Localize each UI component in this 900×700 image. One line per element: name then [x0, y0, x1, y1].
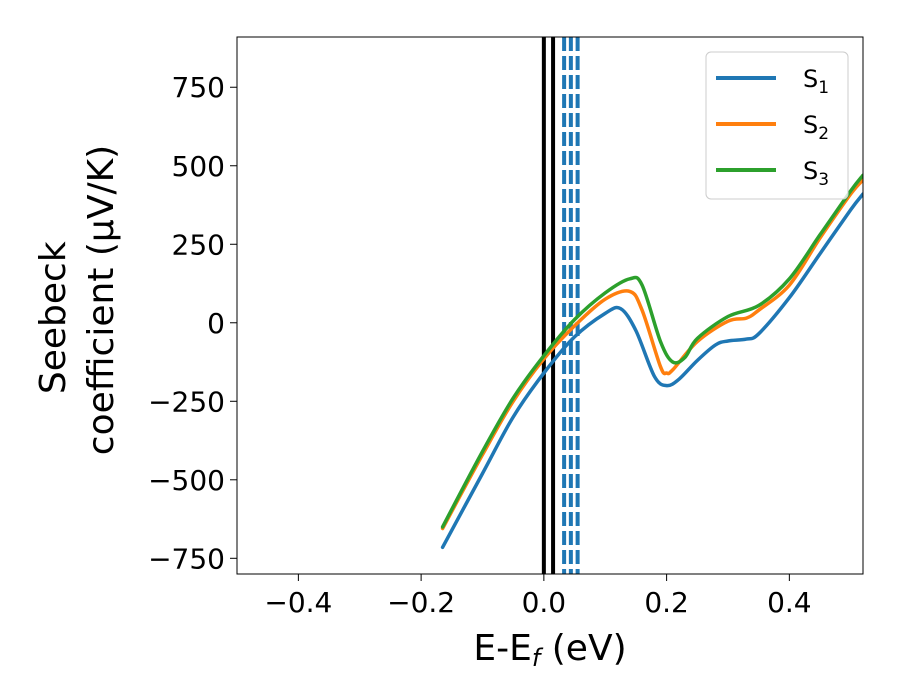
- legend-label-S2: S2: [803, 111, 829, 144]
- x-tick-label: 0.2: [644, 586, 689, 619]
- x-axis-title: E-Ef (eV): [473, 628, 626, 672]
- y-axis-title: Seebeck coefficient (μV/K): [33, 145, 122, 455]
- series-line-S3: [440, 173, 863, 529]
- y-axis-title-line1: Seebeck: [33, 241, 74, 394]
- y-axis: −750 −500 −250 0 250 500 750: [148, 71, 237, 575]
- y-tick-label: −750: [148, 542, 225, 575]
- legend-box: [705, 51, 849, 200]
- x-tick-label: 0.0: [522, 586, 567, 619]
- y-axis-title-line2: coefficient (μV/K): [81, 145, 122, 455]
- y-tick-label: −250: [148, 385, 225, 418]
- y-tick-label: 750: [172, 71, 225, 104]
- y-tick-label: 0: [207, 307, 225, 340]
- y-tick-label: 500: [172, 150, 225, 183]
- legend: S1 S2 S3: [705, 51, 849, 200]
- reference-lines: [541, 37, 580, 574]
- x-tick-label: −0.2: [387, 586, 455, 619]
- plot-frame: [236, 36, 864, 575]
- legend-label-S1: S1: [803, 65, 829, 98]
- y-tick-label: −500: [148, 464, 225, 497]
- legend-label-S3: S3: [803, 157, 829, 190]
- series-lines: [440, 173, 863, 550]
- x-tick-label: 0.4: [767, 586, 812, 619]
- x-tick-label: −0.4: [264, 586, 332, 619]
- x-axis: −0.4 −0.2 0.0 0.2 0.4: [264, 574, 812, 619]
- y-tick-label: 250: [172, 228, 225, 261]
- series-line-S1: [440, 192, 863, 550]
- series-line-S2: [440, 178, 863, 531]
